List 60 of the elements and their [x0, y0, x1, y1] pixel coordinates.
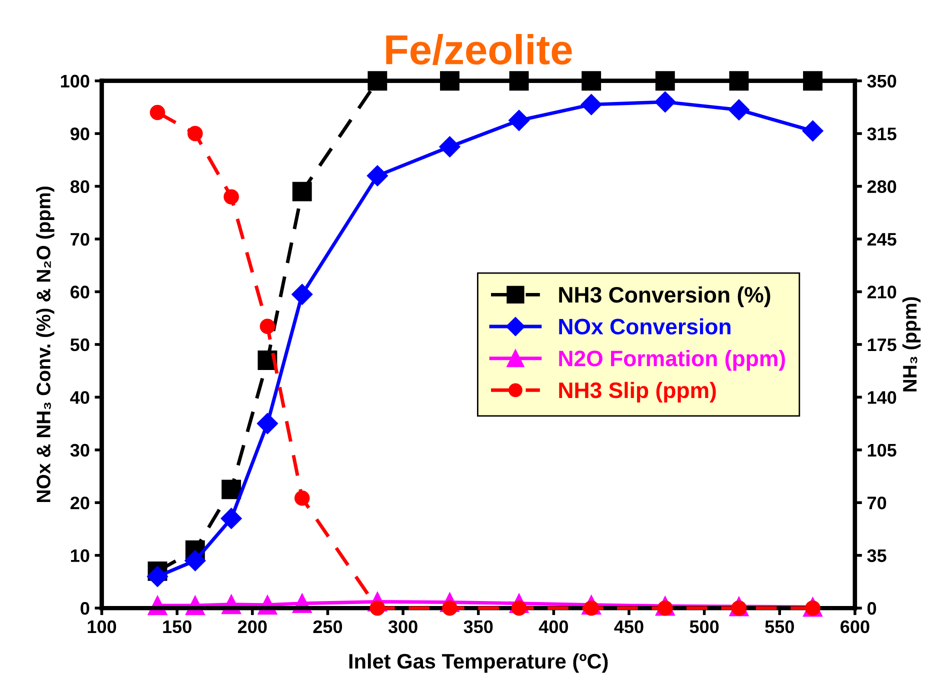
y2-tick-label: 280 — [867, 180, 896, 194]
legend-label: N2O Formation (ppm) — [559, 350, 785, 371]
legend-label: NH3 Conversion (%) — [559, 286, 770, 308]
point — [150, 104, 166, 120]
point — [146, 566, 168, 587]
x-tick-label: 550 — [765, 620, 794, 634]
x-tick-label: 450 — [614, 620, 644, 634]
y-tick-label: 90 — [70, 128, 90, 140]
y2-tick-label: 350 — [867, 74, 896, 88]
point — [222, 480, 242, 500]
y2-axis-title: NH₃ (ppm) — [902, 297, 921, 392]
y2-tick-label: 0 — [867, 602, 876, 615]
point — [366, 165, 388, 186]
x-tick-label: 350 — [464, 620, 493, 634]
y2-tick-label: 70 — [868, 496, 886, 510]
y2-tick-label: 105 — [868, 444, 896, 457]
y-axis-title: NOx & NH₃ Conv. (%) & N₂O (ppm) — [36, 186, 54, 502]
point — [292, 182, 312, 202]
x-axis-title: Inlet Gas Temperature (ºC) — [349, 653, 608, 673]
y-tick-label: 100 — [60, 74, 90, 88]
y-tick-label: 40 — [70, 391, 90, 404]
point — [802, 120, 824, 142]
point — [292, 284, 313, 305]
x-tick-label: 100 — [88, 620, 116, 634]
y-tick-label: 70 — [70, 232, 90, 246]
x-tick-label: 300 — [388, 620, 418, 634]
y-tick-label: 50 — [70, 338, 90, 352]
y-tick-label: 30 — [70, 444, 90, 457]
x-tick-label: 600 — [840, 620, 870, 634]
y-tick-label: 60 — [70, 286, 90, 298]
x-tick-label: 250 — [313, 620, 342, 634]
point — [294, 490, 310, 506]
chart-title: Fe/zeolite — [386, 34, 572, 66]
point — [224, 189, 239, 204]
point — [728, 99, 750, 120]
x-tick-label: 400 — [538, 620, 568, 634]
y2-tick-label: 315 — [867, 128, 896, 140]
point — [256, 413, 278, 434]
y2-tick-label: 210 — [867, 286, 896, 298]
x-tick-label: 200 — [238, 620, 267, 634]
x-tick-label: 500 — [690, 620, 719, 634]
point — [580, 94, 602, 116]
y2-tick-label: 175 — [868, 338, 896, 352]
y-tick-label: 80 — [70, 180, 90, 194]
y2-tick-label: 245 — [867, 232, 896, 246]
point — [508, 110, 530, 131]
point — [220, 508, 242, 529]
point — [439, 136, 460, 158]
y-tick-label: 0 — [80, 602, 90, 615]
y2-tick-label: 140 — [868, 391, 896, 404]
y-tick-label: 10 — [71, 549, 90, 562]
point — [184, 550, 206, 572]
point — [260, 318, 276, 334]
y2-tick-label: 35 — [867, 549, 886, 562]
legend-label: NOx Conversion — [559, 318, 730, 335]
point — [654, 91, 676, 112]
y-tick-label: 20 — [70, 496, 90, 510]
legend-label: NH3 Slip (ppm) — [559, 382, 716, 403]
point — [188, 126, 203, 142]
x-tick-label: 150 — [163, 620, 192, 634]
